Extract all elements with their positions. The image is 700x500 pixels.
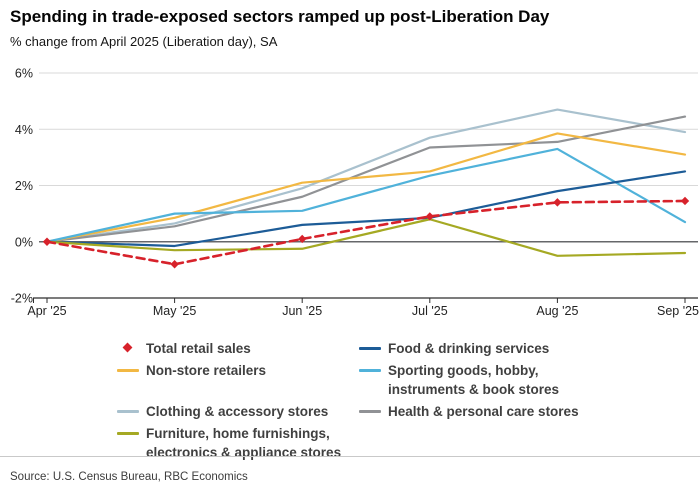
- legend-line-swatch: [117, 432, 139, 435]
- series-marker-total-retail-sales: [680, 196, 690, 206]
- x-tick-label: Jul '25: [412, 304, 448, 318]
- chart-legend: Total retail sales Food & drinking servic…: [117, 339, 627, 462]
- legend-item-non-store-retailers: Non-store retailers: [117, 361, 359, 399]
- series-marker-total-retail-sales: [425, 212, 434, 221]
- x-tick-label: Apr '25: [27, 304, 66, 318]
- y-tick-label: -2%: [11, 292, 33, 306]
- legend-item-food-drinking-services: Food & drinking services: [359, 339, 627, 358]
- series-marker-total-retail-sales: [42, 237, 52, 246]
- legend-label: Total retail sales: [146, 341, 251, 356]
- y-tick-label: 2%: [15, 179, 33, 193]
- y-tick-label: 6%: [15, 67, 33, 81]
- x-tick-label: Jun '25: [282, 304, 322, 318]
- source-note: Source: U.S. Census Bureau, RBC Economic…: [10, 471, 248, 483]
- legend-label: Food & drinking services: [388, 341, 550, 356]
- legend-label: Sporting goods, hobby, instruments & boo…: [388, 363, 560, 397]
- legend-line-swatch: [117, 369, 139, 372]
- chart-subtitle: % change from April 2025 (Liberation day…: [10, 34, 278, 49]
- legend-label: Non-store retailers: [146, 363, 267, 378]
- legend-item-sporting-goods-hobby-instruments-book-stor: Sporting goods, hobby, instruments & boo…: [359, 361, 627, 399]
- series-marker-total-retail-sales: [298, 234, 307, 244]
- series-line-total-retail-sales: [45, 199, 687, 266]
- legend-line-swatch: [117, 410, 139, 413]
- x-tick-label: Sep '25: [657, 304, 699, 318]
- chart-title: Spending in trade-exposed sectors ramped…: [10, 7, 550, 26]
- x-tick-label: Aug '25: [536, 304, 578, 318]
- legend-item-total-retail-sales: Total retail sales: [117, 339, 359, 358]
- legend-line-swatch: [359, 410, 381, 413]
- legend-line-swatch: [359, 347, 381, 350]
- y-tick-label: 0%: [15, 235, 33, 249]
- series-line-furniture-home-furnishings-electronics-app: [45, 218, 687, 257]
- x-tick-label: May '25: [153, 304, 196, 318]
- series-line-food-drinking-services: [45, 170, 687, 248]
- series-line-non-store-retailers: [45, 132, 687, 243]
- series-marker-total-retail-sales: [553, 198, 562, 207]
- y-tick-label: 4%: [15, 123, 33, 137]
- legend-diamond-swatch: [122, 342, 133, 353]
- legend-label: Health & personal care stores: [388, 404, 579, 419]
- series-marker-total-retail-sales: [170, 260, 179, 269]
- series-line-sporting-goods-hobby-instruments-book-stor: [45, 147, 687, 243]
- legend-item-health-personal-care-stores: Health & personal care stores: [359, 402, 627, 421]
- series-line-clothing-accessory-stores: [45, 108, 687, 243]
- footer-divider: [0, 456, 700, 457]
- legend-label: Clothing & accessory stores: [146, 404, 329, 419]
- line-chart: 6% 4% 2% 0% -2%Apr '25 May '25 Jun '25 Jul '25 A…: [11, 67, 699, 319]
- legend-item-clothing-accessory-stores: Clothing & accessory stores: [117, 402, 359, 421]
- legend-line-swatch: [359, 369, 381, 372]
